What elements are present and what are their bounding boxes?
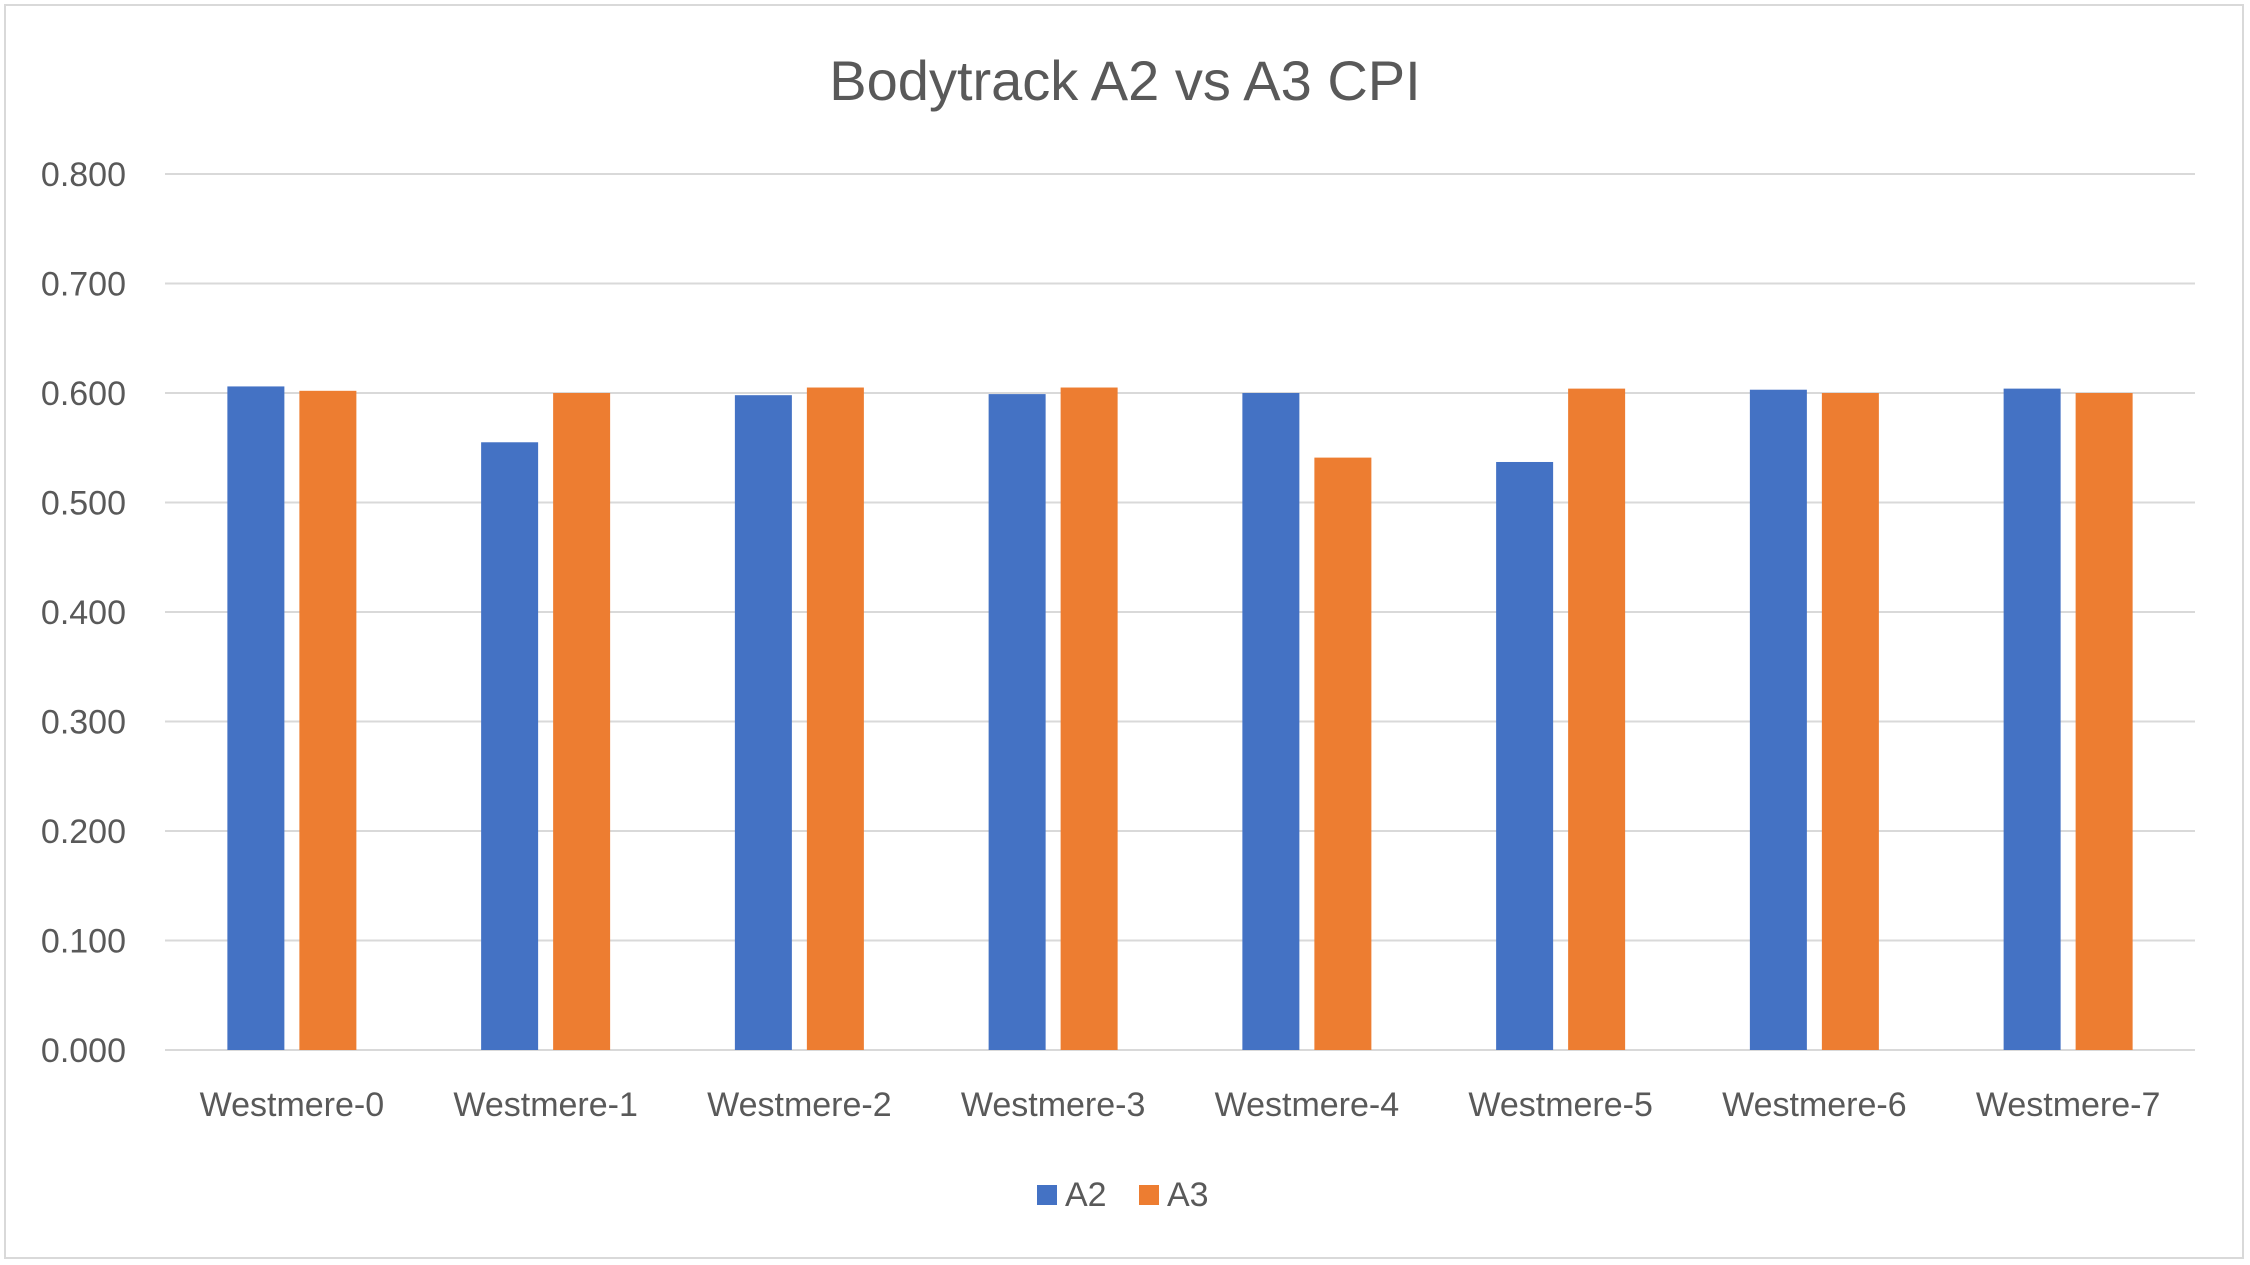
y-tick-label: 0.600 bbox=[41, 375, 126, 413]
y-tick-label: 0.200 bbox=[41, 813, 126, 851]
x-axis-categories: Westmere-0 Westmere-1 Westmere-2 Westmere-3… bbox=[200, 1086, 2161, 1124]
legend-swatch-a3 bbox=[1139, 1185, 1159, 1205]
x-category-label: Westmere-0 bbox=[200, 1086, 385, 1124]
bar-a2-westmere-6 bbox=[1749, 389, 1807, 1051]
bar-a2-westmere-4 bbox=[1242, 393, 1300, 1050]
legend: A2 A3 bbox=[1037, 1176, 1209, 1214]
y-tick-label: 0.300 bbox=[41, 704, 126, 742]
x-category-label: Westmere-2 bbox=[707, 1086, 892, 1124]
bar-a2-westmere-5 bbox=[1496, 461, 1554, 1050]
chart-title: Bodytrack A2 vs A3 CPI bbox=[829, 49, 1420, 112]
bar-a2-westmere-1 bbox=[481, 442, 539, 1050]
bar-a3-westmere-6 bbox=[1821, 393, 1879, 1050]
bar-a3-westmere-2 bbox=[806, 387, 864, 1050]
y-tick-label: 0.000 bbox=[41, 1032, 126, 1070]
bars bbox=[227, 386, 2133, 1051]
y-tick-label: 0.700 bbox=[41, 266, 126, 304]
x-category-label: Westmere-6 bbox=[1722, 1086, 1907, 1124]
gridlines bbox=[165, 173, 2195, 1051]
y-axis-ticks: 0.000 0.100 0.200 0.300 0.400 0.500 0.600 0.700… bbox=[41, 156, 126, 1070]
x-category-label: Westmere-7 bbox=[1976, 1086, 2161, 1124]
bar-a2-westmere-2 bbox=[734, 395, 792, 1050]
legend-label-a2: A2 bbox=[1065, 1176, 1107, 1214]
legend-label-a3: A3 bbox=[1167, 1176, 1209, 1214]
y-tick-label: 0.500 bbox=[41, 485, 126, 523]
bar-a3-westmere-5 bbox=[1568, 388, 1626, 1050]
bar-a3-westmere-1 bbox=[553, 393, 611, 1050]
x-category-label: Westmere-5 bbox=[1468, 1086, 1653, 1124]
y-tick-label: 0.800 bbox=[41, 156, 126, 194]
bar-a2-westmere-0 bbox=[227, 386, 285, 1050]
x-category-label: Westmere-4 bbox=[1215, 1086, 1400, 1124]
bar-a3-westmere-7 bbox=[2075, 393, 2133, 1050]
bar-a2-westmere-3 bbox=[988, 394, 1046, 1051]
y-tick-label: 0.400 bbox=[41, 594, 126, 632]
legend-swatch-a2 bbox=[1037, 1185, 1057, 1205]
bar-a3-westmere-3 bbox=[1060, 387, 1118, 1050]
x-category-label: Westmere-1 bbox=[453, 1086, 638, 1124]
bar-a2-westmere-7 bbox=[2003, 388, 2061, 1050]
bar-a3-westmere-0 bbox=[299, 390, 357, 1050]
bar-a3-westmere-4 bbox=[1314, 457, 1372, 1051]
x-category-label: Westmere-3 bbox=[961, 1086, 1146, 1124]
y-tick-label: 0.100 bbox=[41, 923, 126, 961]
